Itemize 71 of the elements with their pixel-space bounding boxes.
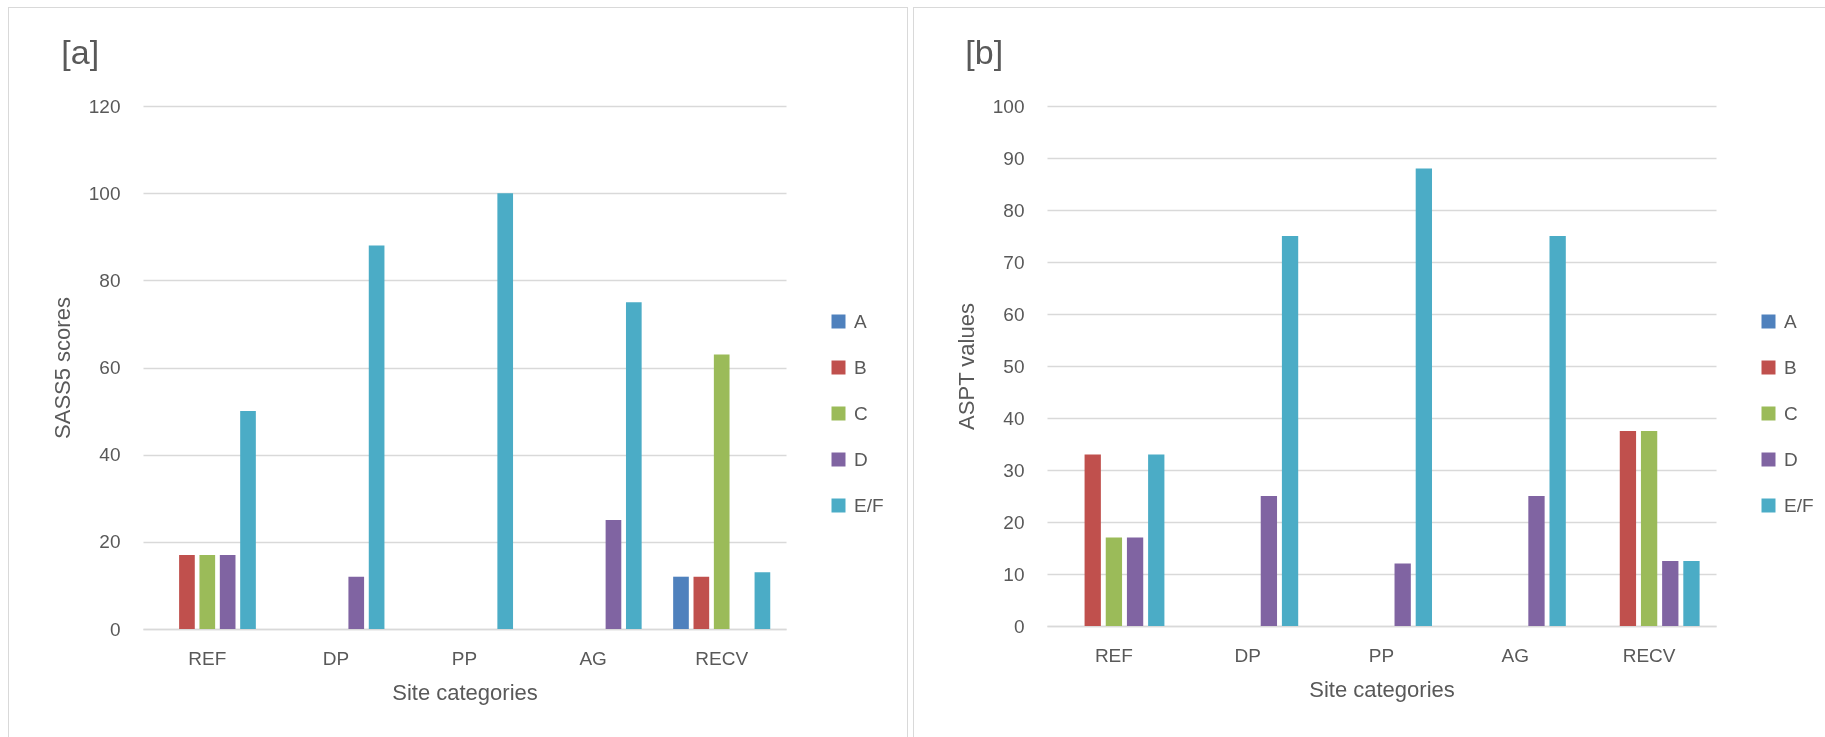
bar	[673, 576, 689, 629]
bar	[240, 411, 256, 629]
bar	[1281, 236, 1299, 626]
bar	[693, 576, 710, 629]
bar	[1662, 561, 1679, 626]
x-tick-label: DP	[1234, 644, 1261, 666]
bar	[625, 302, 642, 629]
y-axis-title: ASPT values	[953, 303, 979, 430]
y-tick-label: 0	[109, 618, 121, 640]
y-tick-label: 80	[99, 269, 121, 291]
bar	[1148, 454, 1165, 626]
y-tick-label: 10	[1003, 563, 1025, 585]
bar	[754, 572, 771, 629]
legend-label: E/F	[1784, 494, 1814, 516]
x-tick-label: REF	[188, 647, 227, 669]
bar	[179, 554, 195, 629]
bar	[1105, 537, 1123, 626]
bar	[1260, 496, 1278, 626]
bar	[348, 576, 365, 629]
x-tick-label: AG	[579, 647, 607, 669]
legend-label: D	[854, 448, 868, 470]
bar	[1640, 431, 1658, 626]
y-tick-label: 100	[992, 95, 1025, 117]
bar	[713, 354, 730, 629]
legend-label: D	[1784, 448, 1798, 470]
legend-label: B	[1784, 356, 1797, 378]
y-tick-label: 30	[1003, 459, 1025, 481]
legend-label: E/F	[854, 494, 884, 516]
legend-label: A	[1784, 310, 1797, 332]
y-axis-title: SASS5 scores	[49, 297, 75, 439]
y-tick-label: 40	[1003, 407, 1025, 429]
x-tick-label: RECV	[1622, 644, 1676, 666]
bar	[199, 554, 216, 629]
bar	[368, 245, 385, 629]
y-tick-label: 0	[1013, 615, 1025, 637]
y-tick-label: 60	[1003, 303, 1025, 325]
legend-label: C	[1784, 402, 1798, 424]
x-tick-label: AG	[1501, 644, 1530, 666]
x-axis-title: Site categories	[1309, 676, 1455, 702]
x-tick-label: REF	[1094, 644, 1133, 666]
chart-title: [a]	[61, 33, 100, 71]
x-tick-label: PP	[1368, 644, 1395, 666]
bar	[1619, 431, 1637, 626]
y-tick-label: 100	[88, 182, 121, 204]
legend-label: C	[854, 402, 868, 424]
bar	[1528, 496, 1545, 626]
bar	[1084, 454, 1101, 626]
bar	[1394, 563, 1411, 626]
y-tick-label: 90	[1003, 147, 1025, 169]
y-tick-label: 60	[99, 357, 121, 378]
y-tick-label: 20	[99, 531, 121, 553]
chart-title: [b]	[965, 33, 1004, 71]
bar	[1549, 236, 1566, 626]
x-axis-title: Site categories	[392, 679, 538, 705]
legend-label: B	[854, 356, 867, 378]
legend-label: A	[854, 310, 867, 332]
x-tick-label: RECV	[695, 647, 749, 669]
y-tick-label: 40	[99, 444, 121, 466]
y-tick-label: 20	[1003, 511, 1025, 533]
bar	[1683, 561, 1700, 626]
bar	[497, 193, 514, 629]
y-tick-label: 70	[1003, 251, 1025, 273]
x-tick-label: DP	[322, 647, 350, 669]
y-tick-label: 80	[1003, 199, 1025, 221]
y-tick-label: 50	[1003, 355, 1025, 377]
bar	[1126, 537, 1144, 626]
y-tick-label: 120	[88, 95, 121, 117]
bar	[1415, 168, 1433, 626]
x-tick-label: PP	[451, 647, 478, 669]
bar	[605, 520, 622, 629]
bar	[219, 554, 236, 629]
